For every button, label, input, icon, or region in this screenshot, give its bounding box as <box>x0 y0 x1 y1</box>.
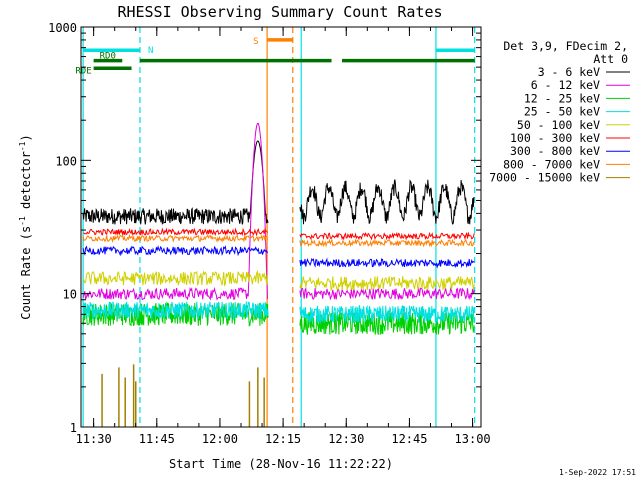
legend-label: 12 - 25 keV <box>524 91 600 105</box>
series-line <box>82 233 268 244</box>
legend-header-line2: Att 0 <box>593 52 628 66</box>
series-line <box>82 227 268 237</box>
flag-label: RDE <box>75 66 91 76</box>
x-tick-label: 12:45 <box>391 432 427 446</box>
legend-label: 3 - 6 keV <box>538 65 600 79</box>
y-tick-label: 100 <box>55 154 77 168</box>
series-line <box>299 276 475 292</box>
series-line <box>299 257 475 269</box>
legend-label: 25 - 50 keV <box>524 105 600 119</box>
series-line <box>82 140 269 225</box>
x-tick-label: 12:30 <box>328 432 364 446</box>
legend-label: 6 - 12 keV <box>531 78 600 92</box>
series-line <box>82 123 268 301</box>
x-tick-label: 12:15 <box>265 432 301 446</box>
flag-label: N <box>148 46 153 56</box>
legend-label: 100 - 300 keV <box>510 131 600 145</box>
series-line <box>299 179 475 225</box>
series-line <box>82 269 268 287</box>
series-line <box>299 238 475 248</box>
chart-title: RHESSI Observing Summary Count Rates <box>117 3 442 21</box>
series-line <box>299 231 475 241</box>
timestamp: 1-Sep-2022 17:51 <box>559 468 636 477</box>
legend-header-line1: Det 3,9, FDecim 2, <box>503 39 628 53</box>
x-tick-label: 11:45 <box>139 432 175 446</box>
series-lines <box>82 123 475 427</box>
x-axis: 11:30 11:45 12:00 12:15 12:30 12:45 13:00 <box>76 27 491 446</box>
series-line <box>299 286 475 301</box>
plot-frame <box>80 26 482 428</box>
y-axis: 1 10 100 1000 <box>48 21 481 435</box>
y-tick-label: 1000 <box>48 21 77 35</box>
y-tick-label: 1 <box>70 421 77 435</box>
y-axis-label: Count Rate (s-1 detector-1) <box>18 134 33 319</box>
series-line <box>82 301 269 321</box>
legend-label: 300 - 800 keV <box>510 144 600 158</box>
series-line <box>82 245 268 257</box>
observing-flags: N S RD0 RDE <box>75 37 475 76</box>
flag-label: RD0 <box>100 52 116 62</box>
x-axis-label: Start Time (28-Nov-16 11:22:22) <box>169 457 393 471</box>
legend-label: 50 - 100 keV <box>517 118 600 132</box>
region-marker-lines <box>82 27 476 427</box>
y-tick-label: 10 <box>63 288 77 302</box>
x-tick-label: 12:00 <box>202 432 238 446</box>
flag-label: S <box>253 37 258 47</box>
legend-label: 7000 - 15000 keV <box>489 171 600 185</box>
x-tick-label: 11:30 <box>76 432 112 446</box>
x-tick-label: 13:00 <box>455 432 491 446</box>
series-line <box>299 304 475 325</box>
legend-label: 800 - 7000 keV <box>503 157 600 171</box>
